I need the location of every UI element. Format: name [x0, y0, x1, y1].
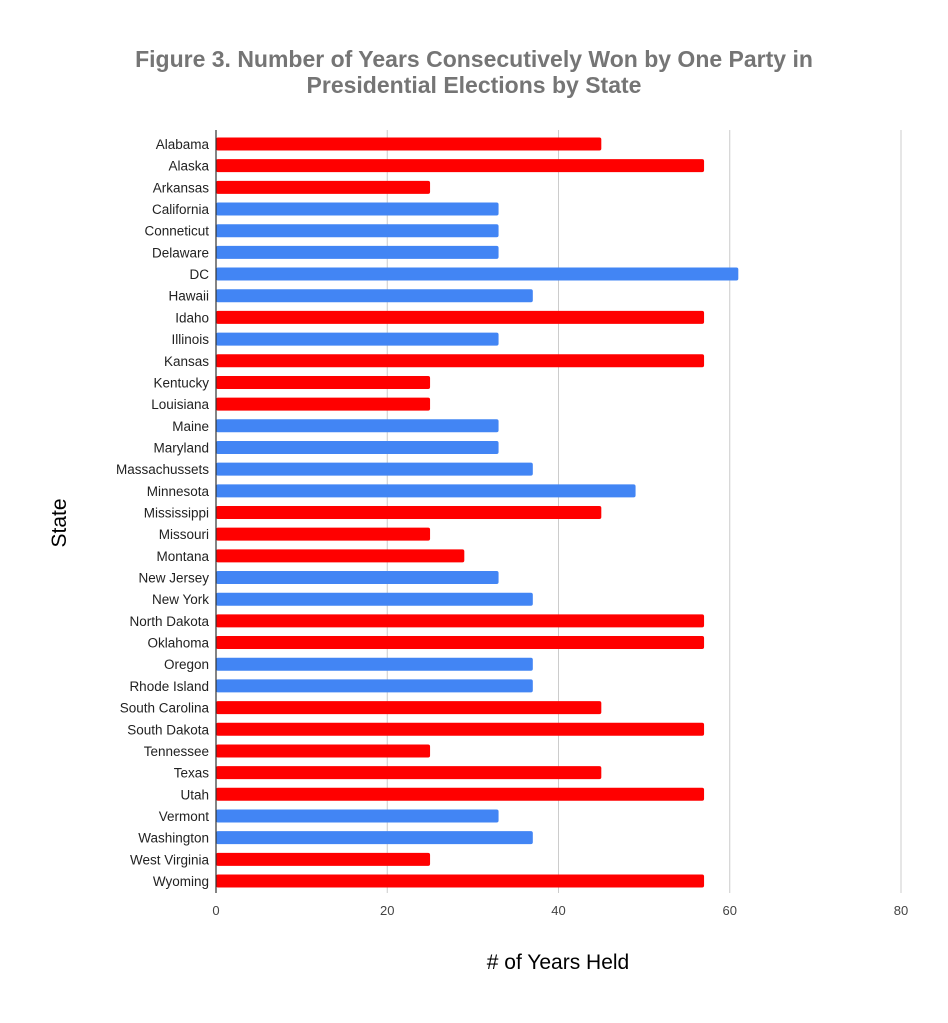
- y-tick-label: Washington: [138, 831, 209, 846]
- bar-idaho: [216, 310, 705, 324]
- y-tick-label: Utah: [180, 787, 209, 802]
- y-tick-label: South Dakota: [127, 722, 209, 737]
- y-tick-label: Vermont: [159, 809, 210, 824]
- bar-alaska: [216, 159, 705, 173]
- y-tick-label: Rhode Island: [129, 679, 209, 694]
- bar-rhode-island: [216, 679, 533, 693]
- y-tick-label: Louisiana: [151, 397, 209, 412]
- x-tick-label: 40: [551, 903, 565, 918]
- bar-oklahoma: [216, 636, 705, 650]
- bar-alabama: [216, 137, 602, 151]
- bar-north-dakota: [216, 614, 705, 628]
- bar-tennessee: [216, 744, 431, 758]
- y-tick-label: Texas: [174, 766, 210, 781]
- y-tick-label: Conneticut: [144, 224, 209, 239]
- bar-louisiana: [216, 397, 431, 411]
- y-tick-label: West Virginia: [130, 852, 210, 867]
- y-tick-label: Illinois: [171, 332, 209, 347]
- bar-dc: [216, 267, 739, 281]
- bar-massachussets: [216, 462, 533, 476]
- bar-illinois: [216, 332, 499, 346]
- bar-new-jersey: [216, 571, 499, 585]
- bar-california: [216, 202, 499, 216]
- chart-title: Figure 3. Number of Years Consecutively …: [0, 46, 948, 98]
- y-tick-label: Kentucky: [153, 375, 209, 390]
- y-tick-label: Alabama: [156, 137, 210, 152]
- bar-new-york: [216, 592, 533, 606]
- bar-maine: [216, 419, 499, 433]
- bar-conneticut: [216, 224, 499, 238]
- y-tick-label: California: [152, 202, 210, 217]
- y-tick-label: North Dakota: [129, 614, 209, 629]
- bar-kentucky: [216, 375, 431, 389]
- y-tick-label: Tennessee: [144, 744, 209, 759]
- x-tick-label: 20: [380, 903, 394, 918]
- x-axis-label: # of Years Held: [486, 951, 630, 974]
- y-tick-label: Minnesota: [147, 484, 210, 499]
- y-tick-label: Massachussets: [116, 462, 209, 477]
- x-tick-label: 80: [894, 903, 908, 918]
- y-tick-label: Delaware: [152, 245, 209, 260]
- bar-wyoming: [216, 874, 705, 888]
- y-tick-label: DC: [190, 267, 210, 282]
- y-tick-label: New York: [152, 592, 209, 607]
- bar-west-virginia: [216, 852, 431, 866]
- y-tick-label: Mississippi: [144, 506, 209, 521]
- chart-title-line-2: Presidential Elections by State: [306, 72, 642, 98]
- y-tick-label: Alaska: [168, 159, 209, 174]
- bar-missouri: [216, 527, 431, 541]
- y-tick-label: Oregon: [164, 657, 209, 672]
- bar-south-carolina: [216, 701, 602, 715]
- y-tick-label: New Jersey: [138, 571, 209, 586]
- bar-vermont: [216, 809, 499, 823]
- y-tick-label: Idaho: [175, 310, 209, 325]
- y-tick-label: Kansas: [164, 354, 209, 369]
- y-tick-label: Hawaii: [168, 289, 209, 304]
- y-tick-label: Arkansas: [153, 180, 210, 195]
- bar-south-dakota: [216, 722, 705, 736]
- bar-maryland: [216, 440, 499, 454]
- bar-hawaii: [216, 289, 533, 303]
- x-tick-label: 60: [723, 903, 737, 918]
- y-axis-label: State: [48, 498, 71, 548]
- bar-mississippi: [216, 506, 602, 519]
- bar-montana: [216, 549, 465, 563]
- bar-arkansas: [216, 180, 431, 194]
- y-tick-label: Oklahoma: [147, 636, 209, 651]
- bar-texas: [216, 766, 602, 780]
- y-tick-label: Missouri: [159, 527, 209, 542]
- x-tick-label: 0: [212, 903, 219, 918]
- bar-washington: [216, 831, 533, 845]
- y-tick-label: South Carolina: [120, 701, 210, 716]
- y-tick-label: Wyoming: [153, 874, 209, 889]
- bar-utah: [216, 787, 705, 801]
- y-tick-label: Montana: [156, 549, 209, 564]
- bar-minnesota: [216, 484, 636, 498]
- y-tick-label: Maryland: [153, 440, 209, 455]
- bar-kansas: [216, 354, 705, 368]
- chart-title-line-1: Figure 3. Number of Years Consecutively …: [135, 46, 813, 72]
- bar-delaware: [216, 245, 499, 259]
- bar-oregon: [216, 657, 533, 671]
- y-tick-label: Maine: [172, 419, 209, 434]
